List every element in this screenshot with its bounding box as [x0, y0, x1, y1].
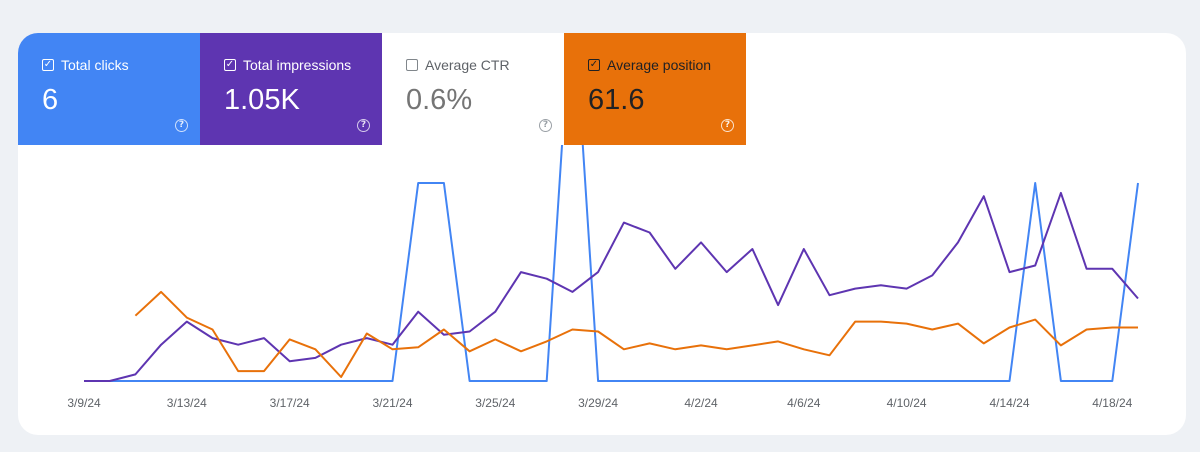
metric-value: 6 — [42, 84, 59, 116]
metric-label: Average position — [607, 57, 712, 73]
x-tick-label: 3/25/24 — [475, 396, 515, 410]
checkbox-checked-icon[interactable]: ✓ — [224, 59, 236, 71]
x-tick-label: 3/17/24 — [270, 396, 310, 410]
x-tick-label: 3/21/24 — [372, 396, 412, 410]
x-tick-label: 4/18/24 — [1092, 396, 1132, 410]
x-tick-label: 3/9/24 — [67, 396, 101, 410]
series-layer — [84, 33, 1139, 382]
metric-value: 1.05K — [224, 84, 300, 116]
metric-label-row: ✓ Total impressions — [224, 57, 382, 73]
x-tick-label: 4/10/24 — [887, 396, 927, 410]
metric-label: Total impressions — [243, 57, 352, 73]
metric-tile-average-position[interactable]: ✓ Average position 61.6 ? — [564, 33, 746, 145]
metric-label: Total clicks — [61, 57, 129, 73]
checkbox-checked-icon[interactable]: ✓ — [588, 59, 600, 71]
x-axis-ticks: 3/9/24 3/13/24 3/17/24 3/21/24 3/25/24 3/29/2… — [67, 396, 1132, 410]
x-tick-label: 4/14/24 — [989, 396, 1029, 410]
metric-tile-total-clicks[interactable]: ✓ Total clicks 6 ? — [18, 33, 200, 145]
metric-value: 0.6% — [406, 84, 473, 116]
help-icon[interactable]: ? — [357, 119, 370, 132]
x-tick-label: 4/2/24 — [684, 396, 718, 410]
help-icon[interactable]: ? — [539, 119, 552, 132]
metric-tile-average-ctr[interactable]: Average CTR 0.6% ? — [382, 33, 564, 145]
metric-value: 61.6 — [588, 84, 645, 116]
series-line-average-position — [134, 290, 1138, 378]
metric-label: Average CTR — [425, 57, 510, 73]
metric-label-row: ✓ Total clicks — [42, 57, 200, 73]
metric-tile-total-impressions[interactable]: ✓ Total impressions 1.05K ? — [200, 33, 382, 145]
help-icon[interactable]: ? — [721, 119, 734, 132]
performance-card: 3/9/24 3/13/24 3/17/24 3/21/24 3/25/24 3/29/2… — [18, 33, 1186, 435]
help-icon[interactable]: ? — [175, 119, 188, 132]
performance-chart: 3/9/24 3/13/24 3/17/24 3/21/24 3/25/24 3/29/2… — [67, 33, 1139, 410]
series-line-total-clicks — [84, 33, 1139, 382]
checkbox-checked-icon[interactable]: ✓ — [42, 59, 54, 71]
x-tick-label: 3/29/24 — [578, 396, 618, 410]
x-tick-label: 4/6/24 — [787, 396, 821, 410]
metric-label-row: Average CTR — [406, 57, 564, 73]
metric-tiles: ✓ Total clicks 6 ? ✓ Total impressions 1… — [18, 33, 746, 145]
metric-label-row: ✓ Average position — [588, 57, 746, 73]
series-line-total-impressions — [84, 191, 1139, 382]
x-tick-label: 3/13/24 — [167, 396, 207, 410]
checkbox-unchecked-icon[interactable] — [406, 59, 418, 71]
